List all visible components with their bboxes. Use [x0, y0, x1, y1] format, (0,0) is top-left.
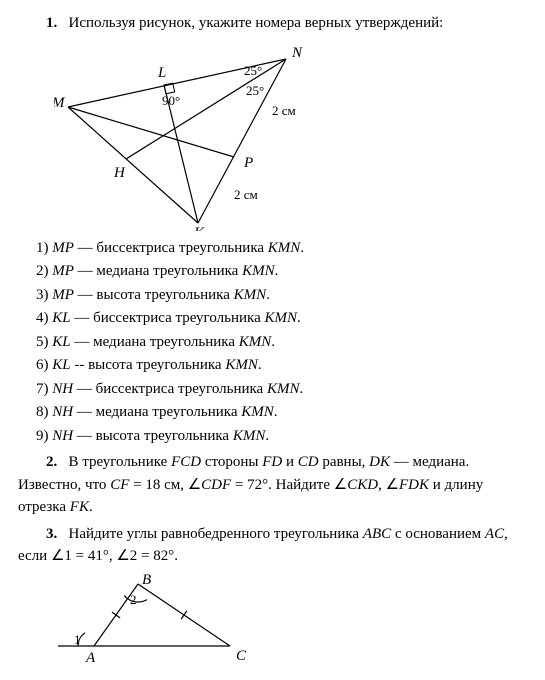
statement-7: 7) NH — биссектриса треугольника KMN. [36, 378, 527, 401]
statement-4: 4) KL — биссектриса треугольника KMN. [36, 307, 527, 330]
statement-2: 2) MP — медиана треугольника KMN. [36, 260, 527, 283]
svg-text:K: K [193, 225, 205, 231]
svg-text:B: B [142, 574, 151, 588]
statement-5: 5) KL — медиана треугольника KMN. [36, 331, 527, 354]
svg-text:2: 2 [130, 592, 137, 607]
svg-text:90°: 90° [162, 93, 180, 108]
p1-intro: 1. Используя рисунок, укажите номера вер… [18, 12, 527, 35]
svg-text:L: L [157, 65, 166, 81]
svg-text:M: M [54, 95, 66, 111]
svg-text:C: C [236, 648, 247, 664]
statement-9: 9) NH — высота треугольника KMN. [36, 425, 527, 448]
svg-text:A: A [85, 650, 96, 664]
statement-1: 1) MP — биссектриса треугольника KMN. [36, 237, 527, 260]
p1-figure: M N K L P H 90° 25° 25° 2 см 2 см [54, 41, 527, 231]
svg-text:25°: 25° [244, 63, 262, 78]
p1-statements: 1) MP — биссектриса треугольника KMN.2) … [18, 237, 527, 448]
p1-number: 1. [46, 15, 57, 31]
svg-text:1: 1 [74, 632, 81, 647]
statement-6: 6) KL -- высота треугольника KMN. [36, 354, 527, 377]
statement-8: 8) NH — медиана треугольника KMN. [36, 401, 527, 424]
svg-text:25°: 25° [246, 83, 264, 98]
svg-text:2 см: 2 см [234, 187, 258, 202]
p3-figure: A B C 1 2 [54, 574, 527, 664]
p2-text: 2. В треугольнике FCD стороны FD и CD ра… [18, 451, 527, 519]
p3-number: 3. [46, 526, 57, 542]
svg-text:P: P [243, 155, 253, 171]
statement-3: 3) MP — высота треугольника KMN. [36, 284, 527, 307]
svg-text:2 см: 2 см [272, 103, 296, 118]
svg-text:H: H [113, 165, 126, 181]
p3-text: 3. Найдите углы равнобедренного треуголь… [18, 523, 527, 568]
p1-intro-text: Используя рисунок, укажите номера верных… [69, 15, 444, 31]
svg-text:N: N [291, 45, 303, 61]
p2-number: 2. [46, 454, 57, 470]
